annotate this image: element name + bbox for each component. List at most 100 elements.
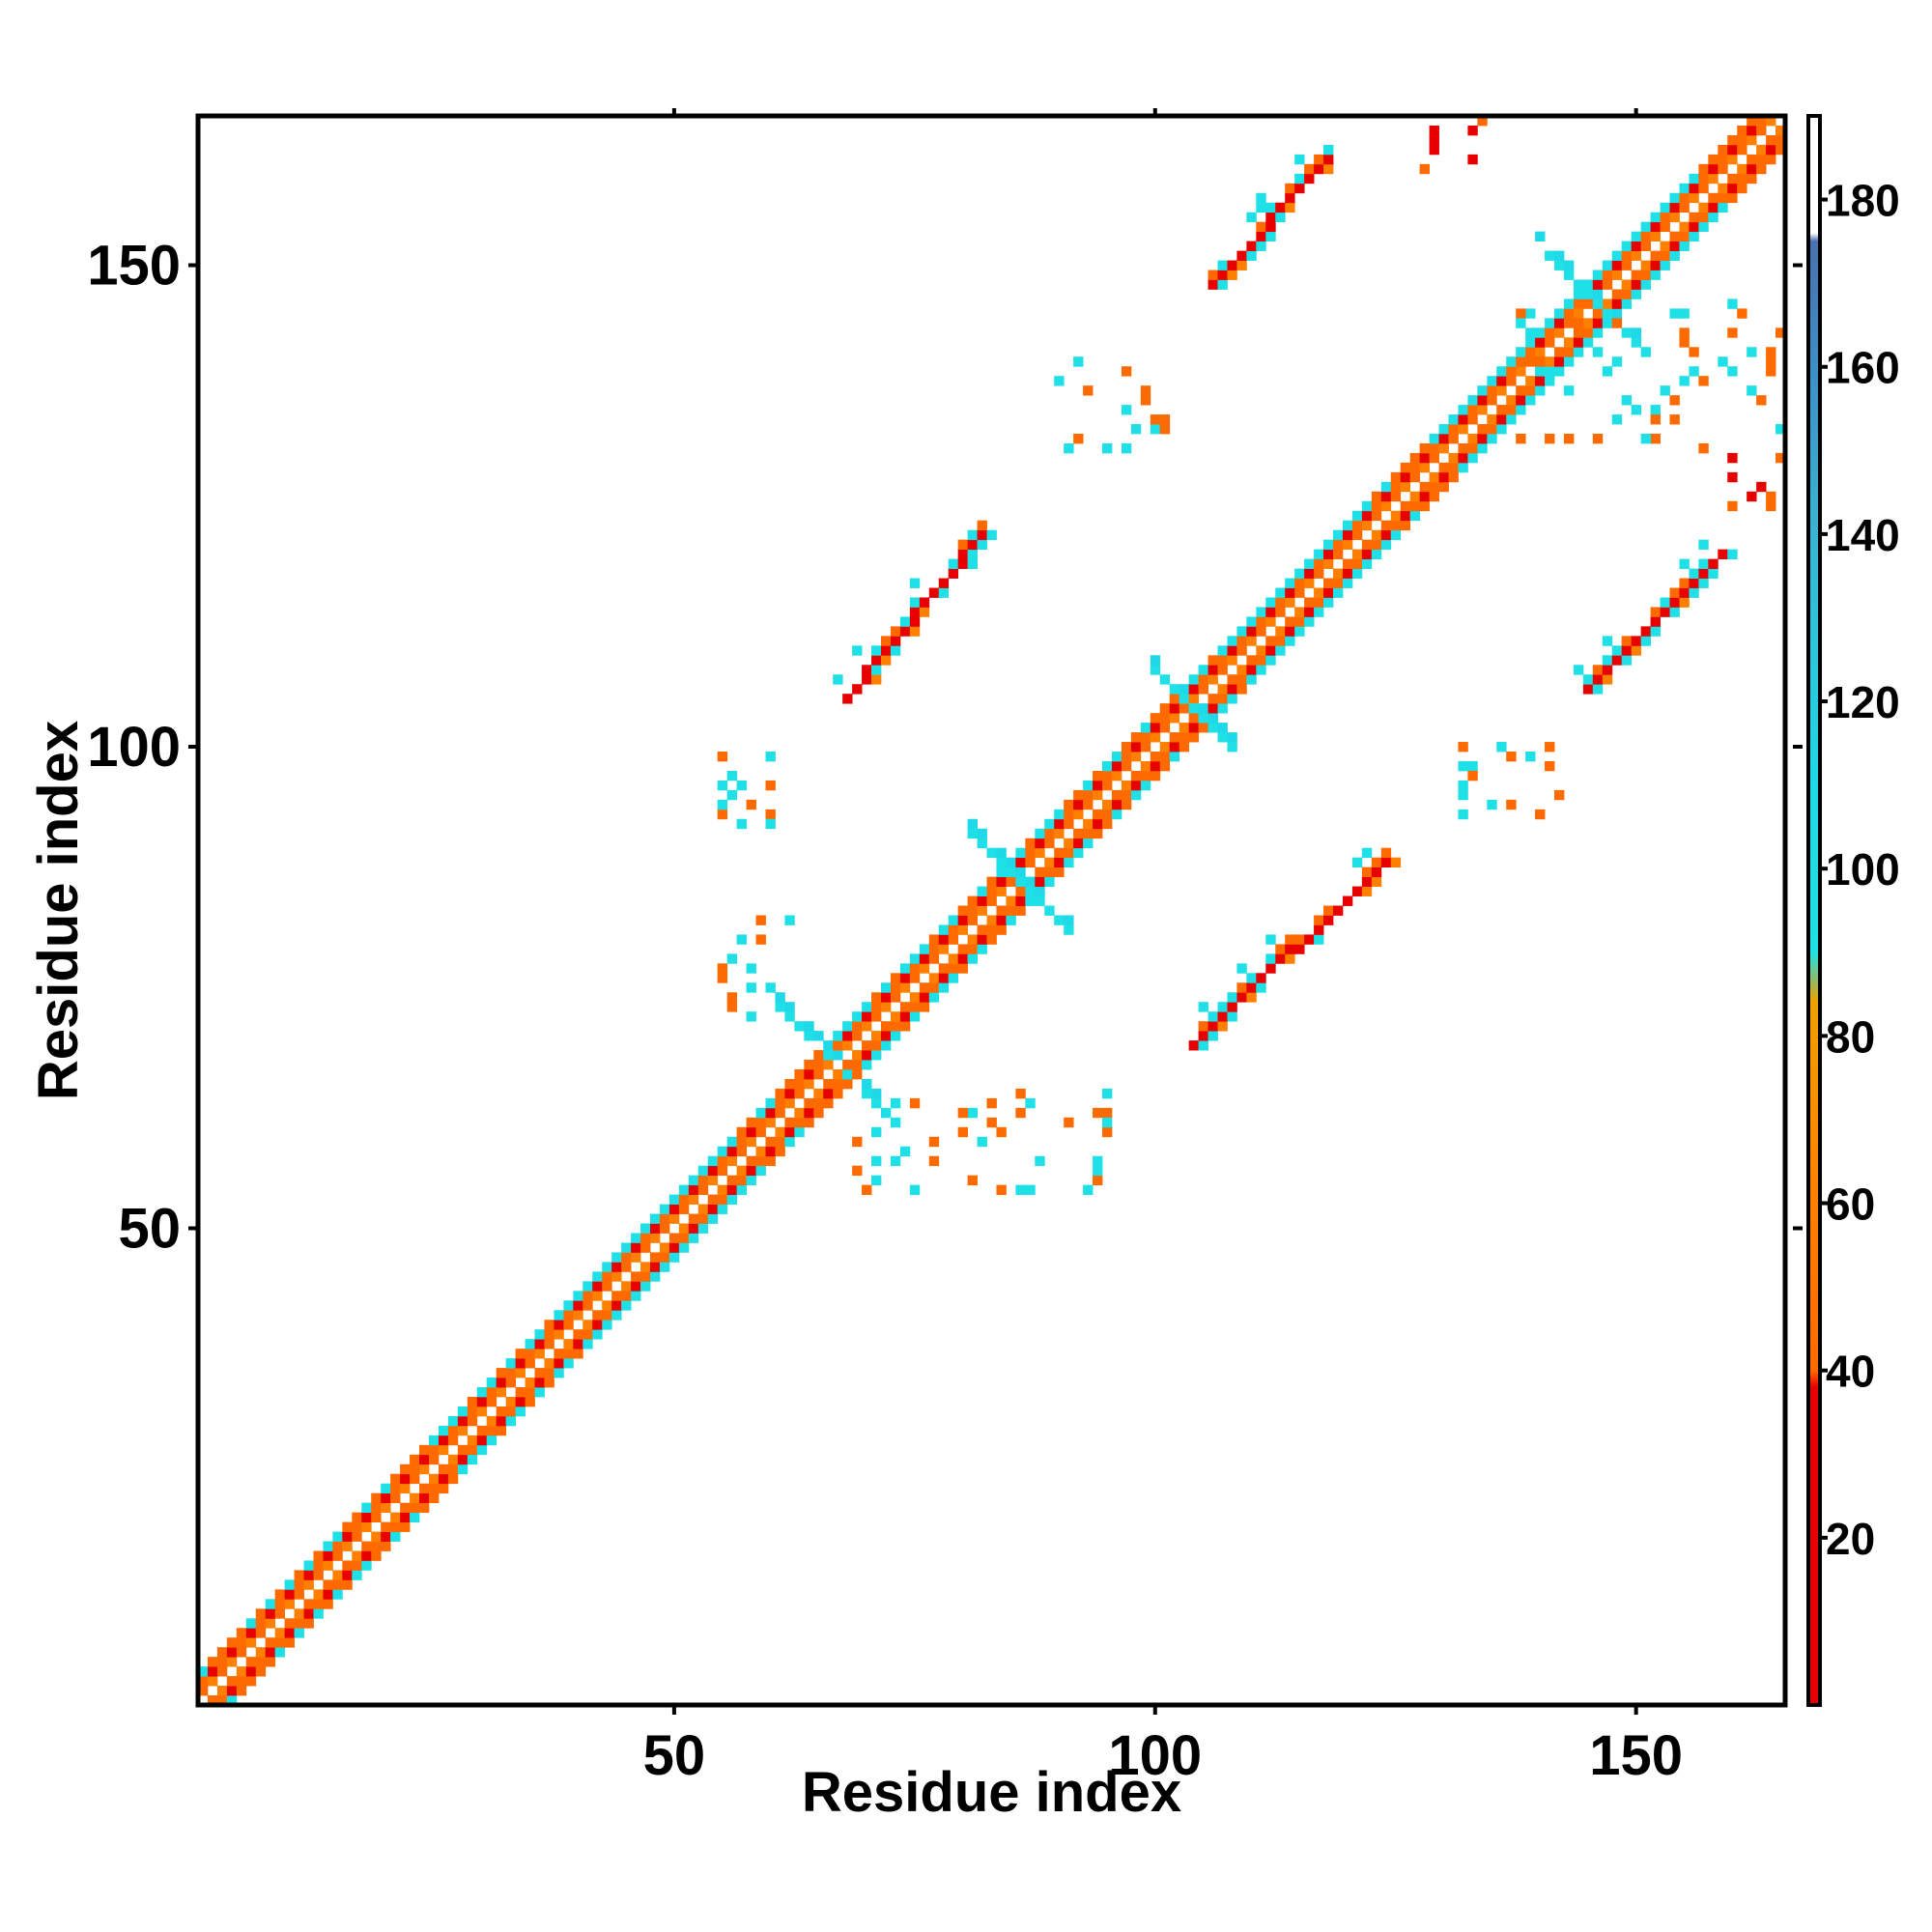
heatmap-cell xyxy=(1718,183,1728,194)
heatmap-cell xyxy=(1304,607,1315,617)
heatmap-cell xyxy=(697,1165,709,1177)
heatmap-cell xyxy=(1689,173,1699,185)
heatmap-cell xyxy=(1227,636,1237,646)
heatmap-cell xyxy=(1332,568,1344,579)
heatmap-cell xyxy=(303,1570,314,1580)
heatmap-cell xyxy=(216,1657,228,1667)
heatmap-cell xyxy=(996,924,1007,935)
heatmap-cell xyxy=(631,1233,641,1243)
heatmap-cell xyxy=(428,1483,440,1494)
heatmap-cell xyxy=(804,1060,814,1070)
heatmap-cell xyxy=(554,1329,564,1340)
heatmap-cell xyxy=(948,915,959,925)
heatmap-cell xyxy=(1573,318,1584,328)
heatmap-cell xyxy=(419,1492,430,1504)
heatmap-cell xyxy=(1083,1184,1094,1196)
heatmap-cell xyxy=(592,1310,603,1321)
heatmap-cell xyxy=(1294,578,1305,588)
heatmap-cell xyxy=(1554,308,1565,319)
heatmap-cell xyxy=(1429,491,1439,502)
heatmap-cell xyxy=(1496,366,1507,377)
heatmap-cell xyxy=(1054,376,1065,386)
heatmap-cell xyxy=(1679,231,1690,242)
heatmap-cell xyxy=(1458,789,1468,801)
heatmap-cell xyxy=(823,1088,834,1099)
heatmap-cell xyxy=(371,1550,382,1561)
heatmap-cell xyxy=(1602,260,1613,270)
heatmap-cell xyxy=(717,1146,728,1157)
heatmap-cell xyxy=(996,886,1007,896)
heatmap-cell xyxy=(428,1492,440,1504)
heatmap-cell xyxy=(707,1165,719,1177)
heatmap-cell xyxy=(967,558,978,569)
heatmap-cell xyxy=(1054,828,1065,839)
colorbar: 20 40 60 80 100 120 140 160 180 xyxy=(1806,114,1900,1707)
heatmap-cell xyxy=(986,1117,997,1128)
heatmap-cell xyxy=(1698,183,1709,194)
heatmap-cell xyxy=(1198,1002,1208,1012)
heatmap-cell xyxy=(1342,568,1353,579)
heatmap-cell xyxy=(245,1657,257,1667)
heatmap-cell xyxy=(1496,385,1507,396)
heatmap-cell xyxy=(438,1425,449,1436)
heatmap-cell xyxy=(1217,694,1228,704)
heatmap-cell xyxy=(419,1444,430,1456)
heatmap-cell xyxy=(1179,703,1190,714)
heatmap-cell xyxy=(1438,471,1449,483)
heatmap-cell xyxy=(967,915,978,925)
heatmap-cell xyxy=(1573,279,1584,290)
heatmap-cell xyxy=(1294,626,1305,637)
heatmap-cell xyxy=(1650,434,1661,444)
heatmap-cell xyxy=(1015,847,1026,859)
heatmap-cell xyxy=(890,645,901,656)
heatmap-cell xyxy=(1275,944,1286,954)
heatmap-cell xyxy=(1246,636,1257,646)
heatmap-cell xyxy=(1477,442,1488,454)
heatmap-cell xyxy=(1756,125,1767,136)
heatmap-cell xyxy=(1689,212,1699,223)
heatmap-cell xyxy=(1227,732,1237,743)
heatmap-cell xyxy=(765,752,776,762)
heatmap-cell xyxy=(1592,308,1604,319)
heatmap-cell xyxy=(1535,809,1546,820)
heatmap-cell xyxy=(1380,847,1392,859)
heatmap-cell xyxy=(544,1368,554,1378)
heatmap-cell xyxy=(1650,250,1661,261)
heatmap-cell xyxy=(1698,212,1709,223)
heatmap-cell xyxy=(419,1454,430,1465)
heatmap-cell xyxy=(996,876,1007,887)
heatmap-cell xyxy=(1236,636,1247,646)
heatmap-cell xyxy=(476,1425,488,1436)
heatmap-cell xyxy=(1208,665,1218,675)
heatmap-cell xyxy=(755,1165,766,1177)
heatmap-cell xyxy=(496,1378,507,1388)
heatmap-cell xyxy=(775,992,785,1003)
heatmap-cell xyxy=(640,1262,651,1272)
heatmap-cell xyxy=(1582,684,1594,695)
heatmap-cell xyxy=(352,1521,362,1532)
heatmap-cell xyxy=(1419,452,1430,464)
heatmap-cell xyxy=(1121,760,1132,772)
heatmap-cell xyxy=(1064,924,1074,935)
heatmap-cell xyxy=(1458,760,1468,772)
heatmap-cell xyxy=(265,1657,276,1667)
heatmap-cell xyxy=(1525,356,1536,367)
heatmap-cell xyxy=(1246,982,1257,993)
heatmap-cell xyxy=(1679,337,1690,348)
heatmap-cell xyxy=(1093,828,1103,839)
heatmap-cell xyxy=(1506,414,1517,425)
heatmap-cell xyxy=(1525,752,1536,762)
heatmap-cell xyxy=(1545,337,1555,348)
heatmap-cell xyxy=(419,1463,430,1475)
heatmap-cell xyxy=(284,1618,295,1629)
heatmap-cell xyxy=(1650,260,1661,270)
heatmap-cell xyxy=(1400,510,1411,522)
heatmap-cell xyxy=(1265,645,1276,656)
heatmap-cell xyxy=(1275,607,1286,617)
heatmap-cell xyxy=(1602,308,1613,319)
heatmap-cell xyxy=(1044,828,1055,839)
heatmap-cell xyxy=(1525,308,1536,319)
heatmap-cell xyxy=(1582,279,1594,290)
heatmap-cell xyxy=(1718,202,1728,213)
heatmap-cell xyxy=(1535,376,1546,386)
